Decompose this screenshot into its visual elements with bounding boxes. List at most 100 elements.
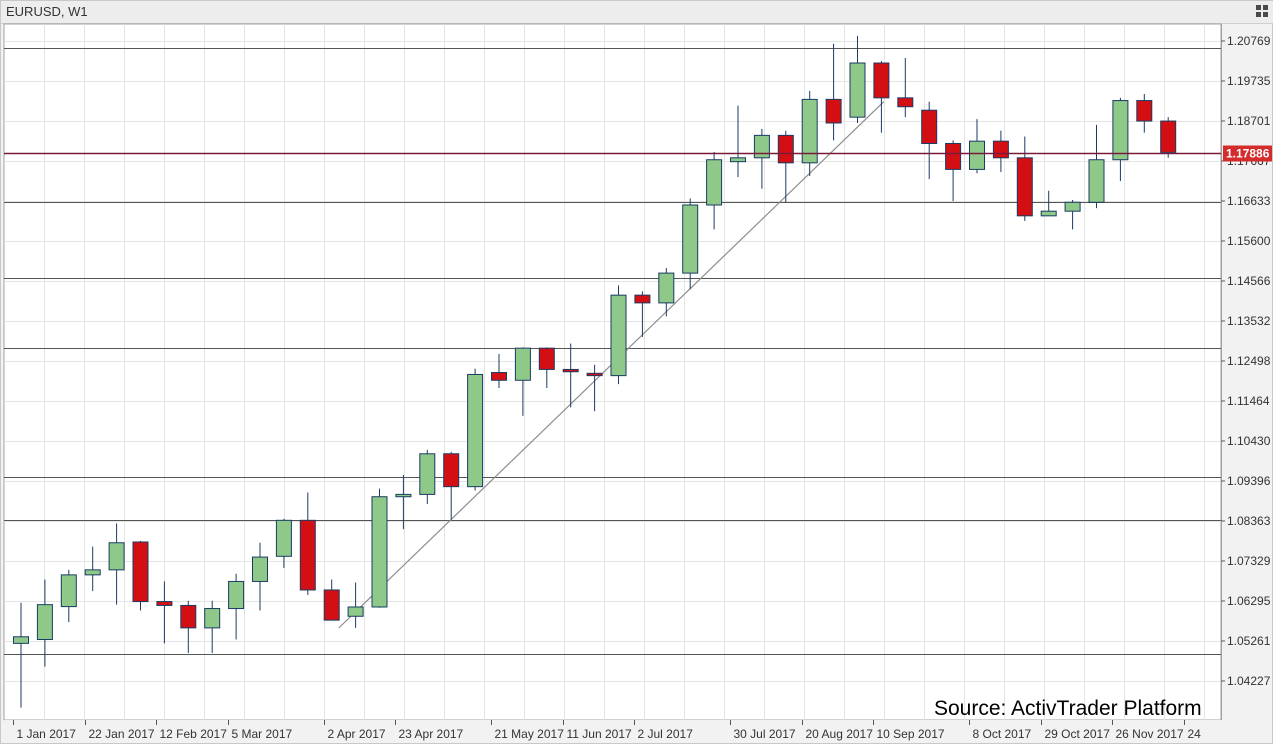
candle-body-bull <box>36 604 53 640</box>
candle-body-bear <box>825 98 842 124</box>
candle <box>491 353 507 389</box>
candle-body-bear <box>1136 100 1153 122</box>
candle <box>562 343 579 408</box>
candle-body-bear <box>538 347 555 370</box>
candle-body-bull <box>419 453 436 495</box>
candle-body-bear <box>562 368 579 373</box>
candle-body-bear <box>132 541 149 603</box>
candle <box>514 347 531 416</box>
candle <box>873 61 890 133</box>
y-tick-label: 1.16633 <box>1227 194 1271 208</box>
grid-icon[interactable] <box>1256 5 1268 17</box>
candle <box>801 90 818 176</box>
candle <box>1136 93 1153 133</box>
candle-body-bear <box>897 97 914 108</box>
candle-body-bull <box>730 157 746 163</box>
candle-body-bear <box>945 142 962 170</box>
candle-body-bull <box>658 272 675 304</box>
candle <box>969 119 985 174</box>
candle-body-bear <box>873 62 890 99</box>
y-tick-label: 1.19735 <box>1227 74 1271 88</box>
x-axis: 1 Jan 2017 22 Jan 2017 12 Feb 2017 5 Mar 20… <box>4 720 1272 743</box>
candle-body-bull <box>60 574 77 608</box>
candle <box>204 600 221 654</box>
y-tick-label: 1.13532 <box>1227 314 1271 328</box>
candle-body-bull <box>467 373 484 488</box>
candle-body-bull <box>84 569 101 576</box>
candle-body-bull <box>514 347 531 381</box>
x-tick-label: 1 Jan 2017 <box>17 727 77 741</box>
candle <box>443 451 460 520</box>
candle <box>849 35 866 123</box>
candle <box>1016 136 1033 221</box>
x-tick-label: 29 Oct 2017 <box>1045 727 1111 741</box>
candle <box>1160 117 1177 158</box>
candle <box>347 582 364 628</box>
candle <box>108 523 125 605</box>
y-tick-label: 1.15600 <box>1227 234 1271 248</box>
candle-body-bear <box>156 601 173 606</box>
candle-body-bull <box>371 496 388 608</box>
candle-body-bear <box>323 589 340 621</box>
y-tick-label: 1.09396 <box>1227 474 1271 488</box>
candle-body-bull <box>204 608 221 629</box>
candle-body-bull <box>849 62 866 118</box>
candle-body-bear <box>491 372 507 381</box>
candle <box>921 101 938 180</box>
x-tick-label: 10 Sep 2017 <box>877 727 945 741</box>
candle-body-bull <box>395 493 412 498</box>
candle <box>180 600 197 654</box>
candle-body-bull <box>108 542 125 571</box>
y-tick-label: 1.07329 <box>1227 554 1271 568</box>
y-tick-label: 1.05261 <box>1227 634 1271 648</box>
candle-body-bull <box>347 606 364 617</box>
candle-body-bull <box>706 159 723 206</box>
candle <box>753 128 770 189</box>
x-tick-label: 8 Oct 2017 <box>973 727 1032 741</box>
chart-title: EURUSD, W1 <box>6 4 88 19</box>
candle <box>706 151 723 230</box>
candle <box>228 573 245 640</box>
x-tick-label: 2 Jul 2017 <box>638 727 694 741</box>
x-tick-label: 26 Nov 2017 <box>1116 727 1184 741</box>
candle-body-bear <box>1160 120 1177 153</box>
candle <box>610 285 627 385</box>
candle <box>897 57 914 118</box>
candle-body-bear <box>586 372 603 377</box>
current-price-label: 1.17886 <box>1226 147 1270 161</box>
x-tick-label: 22 Jan 2017 <box>89 727 155 741</box>
current-price-tag: 1.17886 <box>1223 145 1272 162</box>
candle-body-bull <box>753 134 770 159</box>
x-tick-label: 12 Feb 2017 <box>160 727 228 741</box>
candle-body-bear <box>1016 157 1033 217</box>
candle <box>36 579 53 667</box>
y-tick-label: 1.06295 <box>1227 594 1271 608</box>
candle <box>945 140 962 202</box>
candle <box>323 579 340 621</box>
candles <box>13 35 1177 708</box>
candle <box>586 364 603 412</box>
candle <box>658 268 675 317</box>
candle-body-bear <box>299 519 316 591</box>
candle <box>634 291 651 337</box>
candle-body-bull <box>801 98 818 164</box>
x-tick-label: 21 May 2017 <box>495 727 565 741</box>
candle <box>467 368 484 491</box>
candle-body-bear <box>180 604 197 629</box>
x-tick-label: 11 Jun 2017 <box>567 727 632 741</box>
candle <box>13 602 29 708</box>
candle-body-bull <box>1112 100 1129 161</box>
y-tick-label: 1.08363 <box>1227 514 1271 528</box>
candle-body-bull <box>610 294 627 377</box>
x-tick-label: 23 Apr 2017 <box>399 727 464 741</box>
candle-body-bull <box>1040 210 1057 217</box>
candle <box>1088 124 1105 209</box>
candle-body-bull <box>228 580 245 610</box>
y-tick-label: 1.12498 <box>1227 354 1271 368</box>
y-tick-label: 1.14566 <box>1227 274 1271 288</box>
candle <box>275 518 292 568</box>
y-tick-label: 1.11464 <box>1227 394 1270 408</box>
candle <box>1064 199 1081 230</box>
candle-body-bear <box>777 134 794 164</box>
